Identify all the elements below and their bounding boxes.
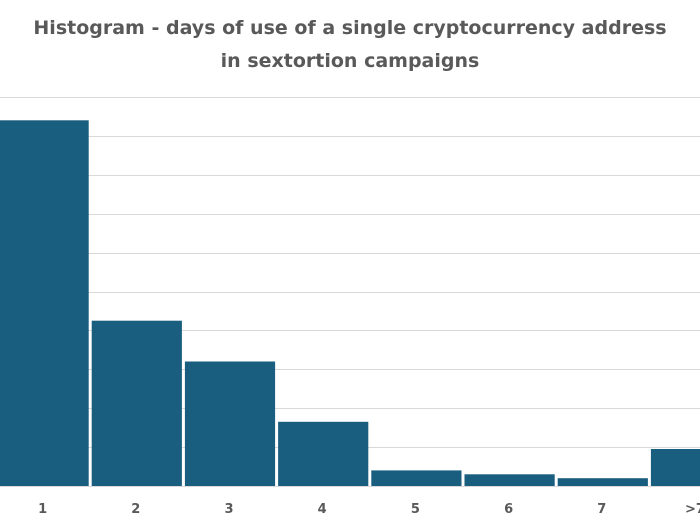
x-tick-label: 3 xyxy=(224,502,233,517)
x-tick-label: 2 xyxy=(131,502,140,517)
bar-gt7 xyxy=(650,449,700,486)
x-tick-label: >7 xyxy=(685,502,700,517)
x-tick-label: 6 xyxy=(504,502,513,517)
bar-3 xyxy=(184,361,276,486)
chart-title-line-1: Histogram - days of use of a single cryp… xyxy=(33,17,667,39)
bar-4 xyxy=(278,421,369,486)
bar-2 xyxy=(91,320,182,486)
bars xyxy=(0,120,700,487)
x-tick-label: 4 xyxy=(318,502,327,517)
bar-7 xyxy=(557,478,648,486)
chart-title-line-2: in sextortion campaigns xyxy=(220,50,480,72)
x-tick-label: 5 xyxy=(411,502,420,517)
x-tick-labels: 1 2 3 4 5 6 7 >7 xyxy=(38,502,700,517)
x-tick-label: 7 xyxy=(597,502,606,517)
x-tick-label: 1 xyxy=(38,502,47,517)
bar-1 xyxy=(0,120,89,487)
bar-6 xyxy=(464,474,555,486)
bar-5 xyxy=(371,470,462,486)
